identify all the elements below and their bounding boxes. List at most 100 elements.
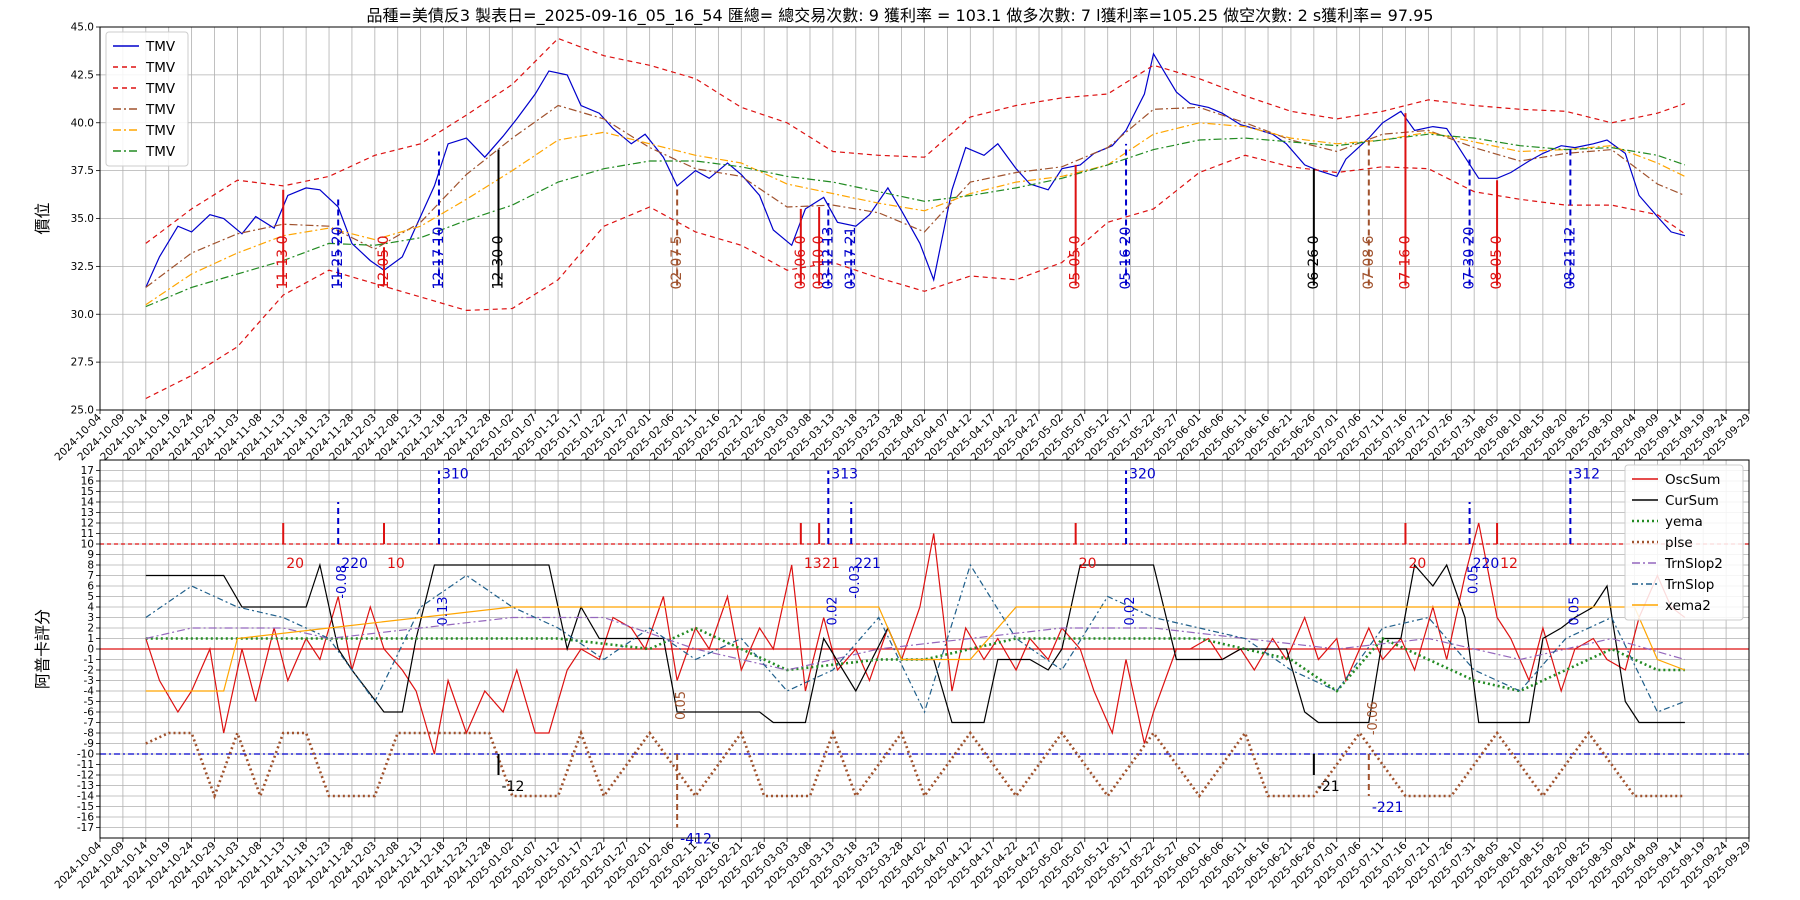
trade-marker-label: 03-10 0	[811, 235, 827, 289]
trade-marker-label: 07-30 20	[1462, 227, 1478, 290]
trade-marker-label: 20	[1079, 556, 1097, 572]
trade-marker-label: 03-17 21	[843, 227, 859, 290]
slope-annotation: -0.08	[335, 565, 350, 599]
series-line-TMV-1	[145, 52, 1686, 288]
trade-marker-label: 21	[822, 556, 840, 572]
trade-marker-label: -21	[1317, 779, 1340, 795]
trade-marker-label: 08-21 12	[1562, 227, 1578, 290]
y-axis-label: 阿普卡評分	[33, 609, 52, 689]
trade-marker-label: 08-05 0	[1489, 235, 1505, 289]
slope-annotation: 0.02	[1123, 597, 1138, 626]
slope-annotation: -0.06	[1366, 702, 1381, 736]
y-tick-label: -1	[84, 654, 94, 666]
trade-marker-label: 12-17 10	[431, 227, 447, 290]
y-tick-label: -4	[84, 686, 95, 698]
legend-label: TMV	[145, 144, 176, 160]
y-axis-label: 價位	[33, 202, 52, 234]
y-tick-label: 9	[87, 549, 94, 561]
y-tick-label: 45.0	[71, 22, 94, 34]
trade-marker-label: 03-12 13	[820, 227, 836, 290]
trade-marker-label: 07-08 6	[1361, 235, 1377, 289]
y-tick-label: -14	[77, 791, 94, 803]
y-tick-label: -12	[77, 770, 94, 782]
y-tick-label: 15	[81, 486, 94, 498]
trade-marker-label: 221	[854, 556, 881, 572]
slope-annotation: 0.05	[1567, 597, 1582, 626]
series-line-TrnSlop-6	[145, 563, 1686, 714]
slope-annotation: 0.05	[674, 691, 689, 720]
y-tick-label: -11	[77, 759, 94, 771]
y-tick-label: -15	[77, 801, 94, 813]
y-tick-label: 12	[81, 518, 94, 530]
plot-frame	[99, 459, 1750, 839]
y-tick-label: 2	[87, 623, 94, 635]
series-line-CurSum-2	[145, 562, 1685, 724]
slope-annotation: -0.03	[848, 565, 863, 599]
y-tick-label: 4	[87, 602, 94, 614]
legend-label: TMV	[145, 81, 176, 97]
y-tick-label: -7	[84, 717, 94, 729]
y-tick-label: 10	[81, 539, 94, 551]
y-tick-label: -2	[84, 665, 94, 677]
legend-box	[1624, 464, 1744, 621]
trade-marker-label: 05-16 20	[1118, 227, 1134, 290]
legend-label: xema2	[1665, 598, 1711, 614]
plot-frame	[99, 26, 1750, 411]
legend-box	[105, 31, 189, 167]
y-tick-label: -10	[77, 749, 94, 761]
slope-annotation: 0.05	[1467, 565, 1482, 594]
legend-label: TMV	[145, 60, 176, 76]
y-tick-label: 17	[81, 465, 94, 477]
trade-marker-label: 220	[1473, 556, 1500, 572]
y-tick-label: 0	[87, 644, 94, 656]
trade-marker-label: 20	[1408, 556, 1426, 572]
legend-label: OscSum	[1665, 472, 1720, 488]
y-tick-label: 1	[87, 633, 94, 645]
trade-marker-label: 310	[442, 467, 469, 483]
y-tick-label: -3	[84, 675, 94, 687]
y-tick-label: -13	[77, 780, 94, 792]
legend-label: TMV	[145, 39, 176, 55]
y-tick-label: 3	[87, 612, 94, 624]
trade-marker-label: 06-26 0	[1306, 235, 1322, 289]
trade-marker-label: 20	[286, 556, 304, 572]
y-tick-label: -17	[77, 822, 94, 834]
y-tick-label: 6	[87, 581, 94, 593]
chart-title: 品種=美債反3 製表日=_2025-09-16_05_16_54 匯總= 總交易…	[366, 6, 1434, 25]
trade-marker-label: 07-16 0	[1397, 235, 1413, 289]
y-tick-label: 7	[87, 570, 94, 582]
y-tick-label: 40.0	[71, 117, 94, 129]
panel-2: 2024-10-042024-10-092024-10-142024-10-19…	[33, 459, 1753, 891]
legend-label: TMV	[145, 102, 176, 118]
trade-marker-label: 12	[1500, 556, 1518, 572]
y-tick-label: 35.0	[71, 213, 94, 225]
legend-label: TrnSlop	[1664, 577, 1714, 593]
y-tick-label: 14	[81, 497, 95, 509]
series-line-TMV-5	[145, 122, 1686, 306]
y-tick-label: 13	[81, 507, 94, 519]
legend-label: yema	[1665, 514, 1703, 530]
y-tick-label: 25.0	[71, 405, 94, 417]
trade-marker-label: -221	[1372, 800, 1404, 816]
y-tick-label: -8	[84, 728, 94, 740]
trade-marker-label: 220	[341, 556, 368, 572]
y-tick-label: 5	[87, 591, 94, 603]
trade-marker-label: 12-05 0	[376, 235, 392, 289]
trade-marker-label: 11-25 20	[330, 227, 346, 290]
trade-marker-label: -12	[502, 779, 525, 795]
trade-marker-label: -412	[680, 832, 712, 848]
series-line-TMV-3	[145, 154, 1686, 400]
panel-1: 2024-10-042024-10-092024-10-142024-10-19…	[33, 22, 1753, 464]
series-line-TMV-2	[145, 37, 1686, 244]
y-tick-label: 37.5	[71, 165, 94, 177]
trade-marker-label: 320	[1129, 467, 1156, 483]
y-tick-label: -5	[84, 696, 94, 708]
y-tick-label: 16	[81, 476, 95, 488]
trade-marker-label: 12-30 0	[491, 235, 507, 289]
series-line-TMV-4	[145, 104, 1686, 288]
y-tick-label: 8	[87, 560, 94, 572]
y-tick-label: -9	[84, 738, 94, 750]
y-tick-label: -6	[84, 707, 95, 719]
trade-marker-label: 313	[831, 467, 858, 483]
